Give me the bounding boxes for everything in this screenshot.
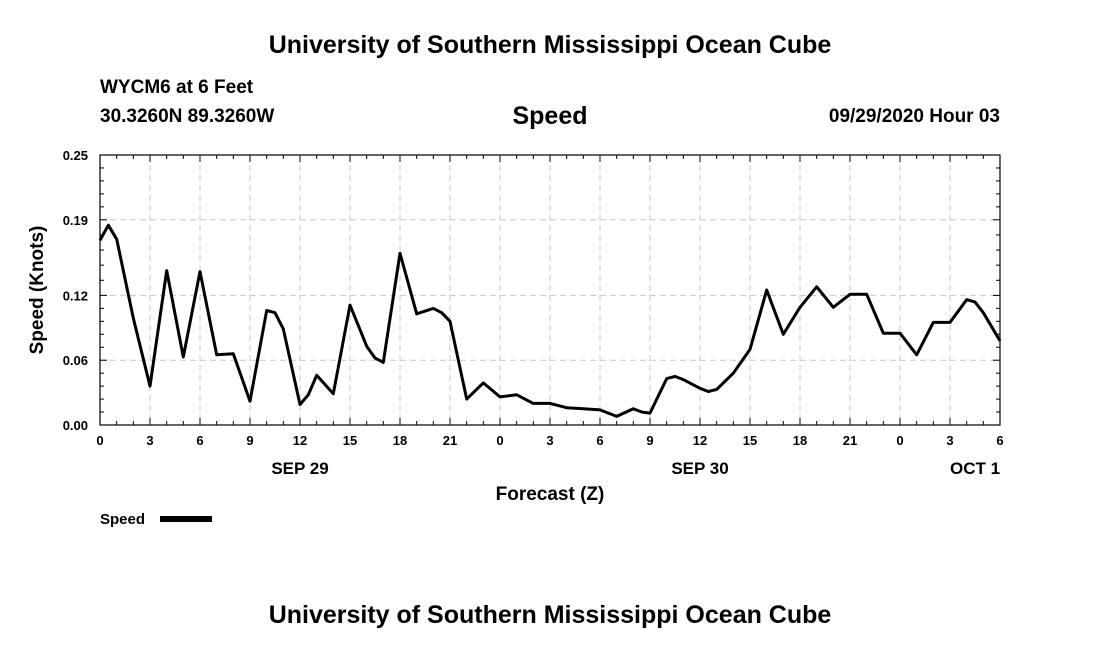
x-tick-label: 9 — [246, 433, 253, 448]
x-tick-label: 3 — [146, 433, 153, 448]
date-label: SEP 29 — [271, 459, 328, 478]
x-tick-label: 12 — [293, 433, 307, 448]
x-axis-label: Forecast (Z) — [496, 484, 605, 505]
forecast-datetime: 09/29/2020 Hour 03 — [828, 106, 1000, 127]
x-tick-label: 15 — [743, 433, 757, 448]
y-tick-label: 0.19 — [63, 213, 88, 228]
page-title: University of Southern Mississippi Ocean… — [268, 31, 832, 59]
chart-title: Speed — [512, 102, 588, 130]
x-tick-label: 15 — [343, 433, 357, 448]
chart-grid — [100, 155, 1000, 425]
date-label: SEP 30 — [671, 459, 728, 478]
date-labels: SEP 29 SEP 30 OCT 1 — [271, 459, 1000, 478]
legend-swatch — [160, 516, 212, 522]
y-tick-labels: 0.00 0.06 0.12 0.19 0.25 — [63, 148, 88, 433]
y-tick-label: 0.00 — [63, 418, 88, 433]
plot-frame — [99, 154, 1001, 426]
chart-ticks — [99, 154, 1001, 426]
date-label: OCT 1 — [950, 459, 1000, 478]
x-tick-label: 18 — [793, 433, 807, 448]
x-tick-label: 9 — [646, 433, 653, 448]
x-tick-labels: 0 3 6 9 12 15 18 21 0 3 6 9 12 15 18 21 0 3 6 — [96, 433, 1003, 448]
x-tick-label: 21 — [843, 433, 857, 448]
x-tick-label: 0 — [96, 433, 103, 448]
x-tick-label: 12 — [693, 433, 707, 448]
x-tick-label: 3 — [546, 433, 553, 448]
speed-series-line — [98, 223, 1002, 418]
footer-title: University of Southern Mississippi Ocean… — [268, 601, 832, 629]
x-tick-label: 6 — [596, 433, 603, 448]
y-tick-label: 0.06 — [63, 353, 88, 368]
y-tick-label: 0.12 — [63, 288, 88, 303]
x-tick-label: 0 — [496, 433, 503, 448]
y-axis-label: Speed (Knots) — [27, 226, 48, 355]
x-tick-label: 18 — [393, 433, 407, 448]
legend-label: Speed — [100, 511, 145, 528]
x-tick-label: 0 — [896, 433, 903, 448]
x-tick-label: 6 — [996, 433, 1003, 448]
station-label: WYCM6 at 6 Feet — [100, 77, 254, 98]
y-tick-label: 0.25 — [63, 148, 88, 163]
station-coords: 30.3260N 89.3260W — [100, 106, 275, 127]
x-tick-label: 3 — [946, 433, 953, 448]
x-tick-label: 6 — [196, 433, 203, 448]
x-tick-label: 21 — [443, 433, 457, 448]
